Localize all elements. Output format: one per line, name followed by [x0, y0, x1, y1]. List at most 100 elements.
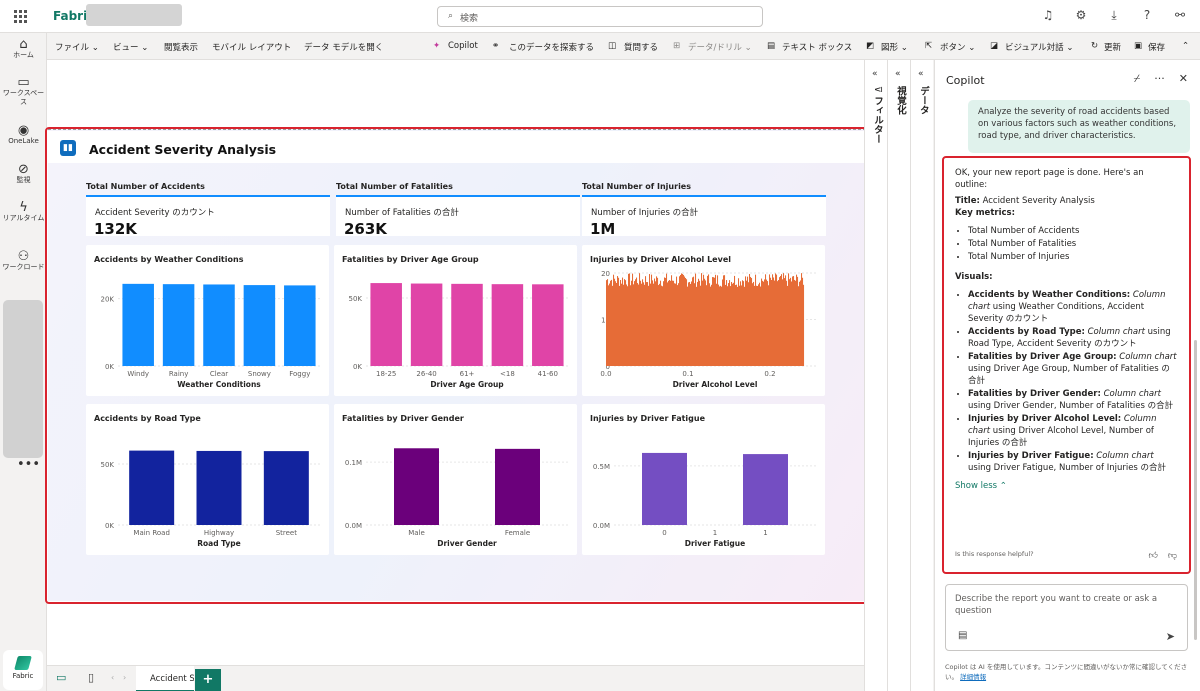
chart-card[interactable]: Accidents by Road Type 0K 50K Main Road High…: [86, 404, 329, 555]
learn-more-link[interactable]: 詳細情報: [960, 673, 987, 681]
bar: [760, 286, 762, 366]
thumbs-down-icon[interactable]: 👎︎: [1167, 551, 1177, 561]
bar: [743, 281, 745, 366]
save-button[interactable]: 保存: [1148, 43, 1166, 53]
bar: [630, 285, 632, 366]
visualizations-pane[interactable]: « 視覚化: [887, 60, 910, 691]
buttons-menu[interactable]: ボタン ⌄: [940, 43, 976, 53]
broom-icon[interactable]: ⌿: [1133, 72, 1141, 85]
help-icon[interactable]: ?: [1143, 8, 1151, 22]
send-icon[interactable]: ➤: [1165, 630, 1175, 643]
download-icon[interactable]: ⤓: [1111, 8, 1117, 22]
bar: [708, 274, 710, 366]
bar: [642, 452, 687, 525]
page-tab[interactable]: Accident Se: [136, 666, 194, 691]
nav-home[interactable]: ⌂ ホーム: [0, 38, 47, 60]
mobile-layout-button[interactable]: モバイル レイアウト: [212, 43, 292, 53]
bar: [671, 275, 673, 366]
drill-menu[interactable]: データ/ドリル ⌄: [688, 43, 752, 53]
bar: [783, 273, 785, 366]
y-tick-label: 20K: [101, 296, 115, 304]
bar: [612, 285, 614, 366]
bar: [650, 283, 652, 366]
bar: [666, 273, 668, 366]
bar: [734, 275, 736, 366]
kpi-card-fatalities[interactable]: Number of Fatalities の合計 263K: [336, 195, 580, 238]
mobile-view-icon[interactable]: ▯: [88, 671, 95, 684]
x-tick-label: 0: [662, 529, 666, 537]
file-menu[interactable]: ファイル ⌄: [55, 43, 99, 53]
kpi-card-injuries[interactable]: Number of Injuries の合計 1M: [582, 195, 826, 238]
nav-workloads[interactable]: ⚇ ワークロード: [0, 250, 47, 272]
bar: [677, 285, 679, 366]
gear-icon[interactable]: ⚙: [1075, 8, 1087, 22]
data-pane[interactable]: « データ: [910, 60, 933, 691]
textbox-button[interactable]: テキスト ボックス: [782, 43, 853, 53]
desktop-view-icon[interactable]: ▭: [56, 671, 67, 684]
bar: [646, 282, 648, 366]
nav-workspaces[interactable]: ▭ ワークスペース: [0, 76, 47, 107]
view-menu[interactable]: ビュー ⌄: [113, 43, 149, 53]
app-launcher-icon[interactable]: [14, 10, 28, 24]
bar: [697, 281, 699, 366]
prev-page-icon[interactable]: ‹: [111, 673, 115, 682]
next-page-icon[interactable]: ›: [123, 673, 127, 682]
chart-card[interactable]: Fatalities by Driver Gender 0.0M 0.1M Male F…: [334, 404, 577, 555]
show-less-link[interactable]: Show less ⌃: [955, 481, 1007, 491]
y-tick-label: 10: [601, 317, 610, 325]
explore-button[interactable]: このデータを探索する: [509, 43, 595, 53]
bar: [792, 276, 794, 366]
close-icon[interactable]: ✕: [1178, 72, 1188, 85]
chart-icon: ▮▮: [60, 140, 76, 156]
brand-label[interactable]: Fabric: [53, 9, 95, 23]
share-icon[interactable]: ⚯: [1174, 8, 1186, 22]
chevron-left-icon[interactable]: «: [918, 69, 924, 79]
more-options-icon[interactable]: ···: [1154, 72, 1165, 85]
collapse-ribbon-icon[interactable]: ⌃: [1182, 41, 1190, 51]
bar: [129, 450, 175, 525]
chat-placeholder: Describe the report you want to create o…: [955, 594, 1158, 616]
reading-view-button[interactable]: 閲覧表示: [164, 43, 199, 53]
add-page-button[interactable]: +: [195, 669, 221, 691]
y-tick-label: 0K: [105, 363, 114, 371]
copilot-button[interactable]: Copilot: [448, 41, 478, 51]
bar: [639, 273, 641, 366]
bar: [700, 285, 702, 366]
bar: [769, 274, 771, 366]
x-tick-label: 0.1: [682, 370, 693, 378]
bar: [615, 281, 617, 366]
chart-card[interactable]: Fatalities by Driver Age Group 0K 50K 18-25…: [334, 245, 577, 396]
bar: [720, 285, 722, 366]
visual-chat-icon: ◪: [990, 41, 999, 51]
chart-card[interactable]: Injuries by Driver Alcohol Level 0 10 20 0.0…: [582, 245, 825, 396]
bar: [611, 279, 613, 366]
kpi-card-accidents[interactable]: Accident Severity のカウント 132K: [86, 195, 330, 238]
search-input[interactable]: ⌕ 検索: [437, 6, 763, 27]
open-model-button[interactable]: データ モデルを開く: [304, 43, 384, 53]
bar: [662, 286, 664, 366]
visual-chat-menu[interactable]: ビジュアル対話 ⌄: [1005, 43, 1074, 53]
shapes-menu[interactable]: 図形 ⌄: [881, 43, 908, 53]
scrollbar[interactable]: [1194, 340, 1197, 640]
fabric-switcher[interactable]: Fabric: [3, 650, 43, 690]
chevron-left-icon[interactable]: «: [872, 69, 878, 79]
filter-pane[interactable]: « ⊽ フィルター: [864, 60, 887, 691]
chevron-left-icon[interactable]: «: [895, 69, 901, 79]
bar: [694, 283, 696, 366]
nav-monitor[interactable]: ⊘ 監視: [0, 163, 47, 185]
copilot-chat-input[interactable]: Describe the report you want to create o…: [945, 584, 1188, 651]
prompt-guide-icon[interactable]: ▤: [958, 630, 968, 641]
bar: [608, 285, 610, 366]
nav-realtime[interactable]: ϟ リアルタイム: [0, 201, 47, 223]
ask-button[interactable]: 質問する: [624, 43, 659, 53]
bar: [736, 284, 738, 366]
bell-icon[interactable]: ♫: [1042, 8, 1054, 22]
list-item: Accidents by Road Type: Column chart usi…: [968, 326, 1178, 350]
nav-onelake[interactable]: ◉ OneLake: [0, 124, 47, 146]
more-icon[interactable]: •••: [17, 457, 41, 472]
refresh-button[interactable]: 更新: [1104, 43, 1122, 53]
chart-card[interactable]: Accidents by Weather Conditions 0K 20K Wind…: [86, 245, 329, 396]
bar: [691, 281, 693, 366]
thumbs-up-icon[interactable]: 👍︎: [1148, 551, 1158, 561]
chart-card[interactable]: Injuries by Driver Fatigue 0.0M 0.5M 0 1 1 Dri…: [582, 404, 825, 555]
